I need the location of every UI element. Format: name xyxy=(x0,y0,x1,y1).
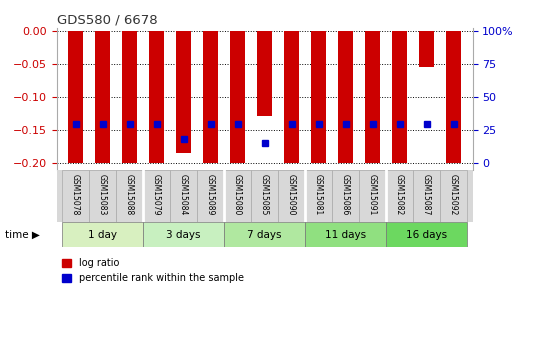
Bar xyxy=(170,170,197,222)
Text: GSM15090: GSM15090 xyxy=(287,174,296,216)
Text: GSM15081: GSM15081 xyxy=(314,174,323,215)
Bar xyxy=(116,170,143,222)
Bar xyxy=(278,170,305,222)
Text: GSM15091: GSM15091 xyxy=(368,174,377,216)
Text: GSM15080: GSM15080 xyxy=(233,174,242,216)
Bar xyxy=(257,31,272,116)
Text: GSM15086: GSM15086 xyxy=(341,174,350,216)
Bar xyxy=(224,222,305,247)
Bar xyxy=(143,222,224,247)
Text: GSM15083: GSM15083 xyxy=(98,174,107,216)
Text: 16 days: 16 days xyxy=(406,229,447,239)
Text: GSM15087: GSM15087 xyxy=(422,174,431,216)
Bar xyxy=(149,31,164,163)
Text: GSM15089: GSM15089 xyxy=(206,174,215,216)
Bar xyxy=(95,31,110,163)
Bar xyxy=(224,170,251,222)
Text: time ▶: time ▶ xyxy=(5,229,40,239)
Bar xyxy=(176,31,191,154)
Text: 3 days: 3 days xyxy=(166,229,201,239)
Bar xyxy=(89,170,116,222)
Bar xyxy=(386,222,467,247)
Text: GSM15092: GSM15092 xyxy=(449,174,458,216)
Bar xyxy=(440,170,467,222)
Bar xyxy=(386,170,413,222)
Bar xyxy=(143,170,170,222)
Bar xyxy=(68,31,83,163)
Bar xyxy=(413,170,440,222)
Bar xyxy=(365,31,380,163)
Bar xyxy=(62,222,143,247)
Bar xyxy=(230,31,245,163)
Text: 1 day: 1 day xyxy=(88,229,117,239)
Text: GSM15084: GSM15084 xyxy=(179,174,188,216)
Bar xyxy=(251,170,278,222)
Bar xyxy=(122,31,137,163)
Bar xyxy=(305,222,386,247)
Text: GSM15078: GSM15078 xyxy=(71,174,80,216)
Bar xyxy=(311,31,326,163)
Bar xyxy=(62,170,89,222)
Bar xyxy=(419,31,434,67)
Text: GSM15079: GSM15079 xyxy=(152,174,161,216)
Text: GSM15082: GSM15082 xyxy=(395,174,404,215)
Bar xyxy=(203,31,218,163)
Bar xyxy=(197,170,224,222)
Bar xyxy=(284,31,299,163)
Text: GDS580 / 6678: GDS580 / 6678 xyxy=(57,13,157,27)
Text: 7 days: 7 days xyxy=(247,229,282,239)
Text: GSM15085: GSM15085 xyxy=(260,174,269,216)
Bar xyxy=(332,170,359,222)
Bar xyxy=(338,31,353,163)
Text: 11 days: 11 days xyxy=(325,229,366,239)
Bar xyxy=(446,31,461,163)
Bar xyxy=(305,170,332,222)
Bar xyxy=(392,31,407,163)
Bar xyxy=(359,170,386,222)
Legend: log ratio, percentile rank within the sample: log ratio, percentile rank within the sa… xyxy=(62,258,244,283)
Text: GSM15088: GSM15088 xyxy=(125,174,134,215)
